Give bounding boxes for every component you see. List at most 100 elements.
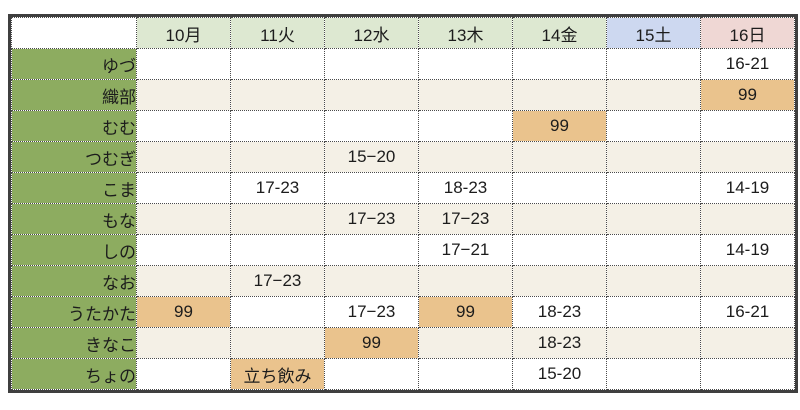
schedule-cell[interactable] [136, 141, 231, 173]
row-label[interactable]: むむ [11, 110, 137, 142]
schedule-cell[interactable] [136, 48, 231, 80]
schedule-cell[interactable] [418, 110, 513, 142]
schedule-cell[interactable] [418, 48, 513, 80]
schedule-cell[interactable]: 99 [700, 79, 795, 111]
schedule-cell[interactable] [136, 79, 231, 111]
schedule-cell[interactable] [418, 141, 513, 173]
row-label[interactable]: こま [11, 172, 137, 204]
schedule-cell[interactable]: 99 [136, 296, 231, 328]
row-label[interactable]: つむぎ [11, 141, 137, 173]
schedule-cell[interactable]: 18-23 [512, 327, 607, 359]
schedule-cell[interactable]: 16-21 [700, 48, 795, 80]
schedule-cell[interactable] [606, 79, 701, 111]
schedule-cell[interactable]: 99 [324, 327, 419, 359]
schedule-cell[interactable] [606, 172, 701, 204]
schedule-cell[interactable] [324, 110, 419, 142]
schedule-cell[interactable] [324, 234, 419, 266]
schedule-cell[interactable] [700, 265, 795, 297]
table-row: むむ 99 [11, 110, 795, 142]
schedule-cell[interactable] [230, 141, 325, 173]
schedule-cell[interactable]: 17−23 [230, 265, 325, 297]
table-row: なお 17−23 [11, 265, 795, 297]
schedule-cell[interactable] [512, 203, 607, 235]
column-header[interactable]: 14金 [512, 17, 607, 49]
schedule-cell[interactable] [418, 327, 513, 359]
schedule-cell[interactable] [606, 358, 701, 390]
schedule-cell[interactable]: 15−20 [324, 141, 419, 173]
schedule-cell[interactable] [606, 110, 701, 142]
schedule-cell[interactable]: 立ち飲み [230, 358, 325, 390]
schedule-cell[interactable]: 14-19 [700, 234, 795, 266]
schedule-cell[interactable] [136, 203, 231, 235]
schedule-cell[interactable]: 15-20 [512, 358, 607, 390]
table-row: ちょの 立ち飲み 15-20 [11, 358, 795, 390]
schedule-cell[interactable] [512, 48, 607, 80]
schedule-cell[interactable] [512, 234, 607, 266]
schedule-cell[interactable]: 99 [418, 296, 513, 328]
column-header[interactable]: 12水 [324, 17, 419, 49]
schedule-cell[interactable] [324, 358, 419, 390]
column-header[interactable]: 10月 [136, 17, 231, 49]
schedule-cell[interactable]: 14-19 [700, 172, 795, 204]
schedule-cell[interactable] [324, 172, 419, 204]
row-label[interactable]: ゆづ [11, 48, 137, 80]
schedule-cell[interactable]: 17−23 [324, 203, 419, 235]
corner-cell[interactable] [11, 17, 137, 49]
row-label[interactable]: もな [11, 203, 137, 235]
schedule-cell[interactable] [606, 48, 701, 80]
schedule-cell[interactable] [324, 265, 419, 297]
schedule-cell[interactable] [136, 234, 231, 266]
schedule-cell[interactable]: 17−21 [418, 234, 513, 266]
schedule-cell[interactable] [136, 265, 231, 297]
schedule-cell[interactable]: 16-21 [700, 296, 795, 328]
schedule-cell[interactable] [230, 203, 325, 235]
column-header[interactable]: 13木 [418, 17, 513, 49]
row-label[interactable]: 織部 [11, 79, 137, 111]
schedule-cell[interactable] [512, 172, 607, 204]
schedule-cell[interactable] [700, 203, 795, 235]
table-row: もな 17−23 17−23 [11, 203, 795, 235]
column-header[interactable]: 15土 [606, 17, 701, 49]
schedule-cell[interactable] [324, 48, 419, 80]
row-label[interactable]: うたかた [11, 296, 137, 328]
schedule-cell[interactable] [606, 141, 701, 173]
schedule-cell[interactable] [700, 327, 795, 359]
schedule-cell[interactable] [418, 79, 513, 111]
schedule-cell[interactable]: 18-23 [512, 296, 607, 328]
row-label[interactable]: しの [11, 234, 137, 266]
schedule-cell[interactable]: 17-23 [230, 172, 325, 204]
schedule-cell[interactable] [230, 327, 325, 359]
schedule-cell[interactable] [324, 79, 419, 111]
schedule-cell[interactable] [512, 141, 607, 173]
row-label[interactable]: きなこ [11, 327, 137, 359]
schedule-cell[interactable] [230, 48, 325, 80]
schedule-cell[interactable] [136, 358, 231, 390]
schedule-cell[interactable]: 18-23 [418, 172, 513, 204]
schedule-cell[interactable] [606, 203, 701, 235]
schedule-cell[interactable] [136, 327, 231, 359]
schedule-cell[interactable]: 17−23 [418, 203, 513, 235]
schedule-cell[interactable] [136, 110, 231, 142]
schedule-cell[interactable] [700, 141, 795, 173]
schedule-cell[interactable]: 99 [512, 110, 607, 142]
schedule-cell[interactable] [512, 79, 607, 111]
column-header[interactable]: 11火 [230, 17, 325, 49]
schedule-cell[interactable] [606, 234, 701, 266]
schedule-cell[interactable] [418, 265, 513, 297]
schedule-cell[interactable] [606, 296, 701, 328]
schedule-cell[interactable]: 17−23 [324, 296, 419, 328]
schedule-cell[interactable] [230, 110, 325, 142]
schedule-cell[interactable] [136, 172, 231, 204]
schedule-cell[interactable] [230, 234, 325, 266]
row-label[interactable]: なお [11, 265, 137, 297]
schedule-cell[interactable] [700, 110, 795, 142]
schedule-cell[interactable] [418, 358, 513, 390]
schedule-cell[interactable] [606, 327, 701, 359]
schedule-cell[interactable] [512, 265, 607, 297]
column-header[interactable]: 16日 [700, 17, 795, 49]
schedule-cell[interactable] [230, 79, 325, 111]
schedule-cell[interactable] [700, 358, 795, 390]
schedule-cell[interactable] [230, 296, 325, 328]
row-label[interactable]: ちょの [11, 358, 137, 390]
schedule-cell[interactable] [606, 265, 701, 297]
